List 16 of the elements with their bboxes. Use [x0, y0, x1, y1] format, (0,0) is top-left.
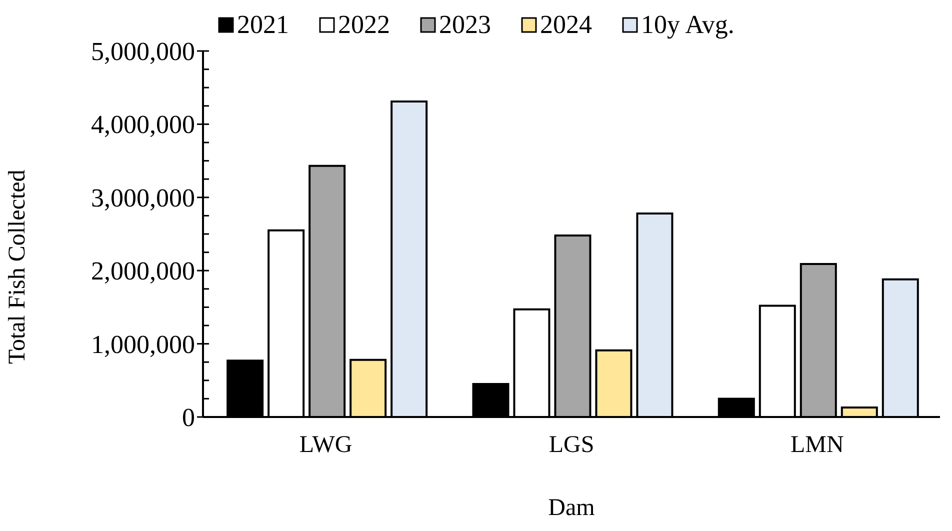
x-tick-label: LWG: [299, 432, 352, 458]
legend-label: 2023: [438, 10, 491, 40]
x-tick-label: LGS: [548, 432, 594, 458]
x-tick-label: LMN: [790, 432, 844, 458]
y-tick-label: 1,000,000: [91, 330, 195, 359]
legend-label: 10y Avg.: [640, 10, 734, 40]
y-tick-label: 3,000,000: [91, 183, 195, 212]
x-axis-title: Dam: [548, 495, 596, 521]
legend-label: 2024: [539, 10, 592, 40]
legend-label: 2022: [337, 10, 390, 40]
legend-label: 2021: [236, 10, 289, 40]
y-tick-label: 0: [182, 403, 195, 432]
y-tick-label: 2,000,000: [91, 256, 195, 286]
y-tick-label: 4,000,000: [91, 110, 195, 140]
y-tick-label: 5,000,000: [91, 37, 195, 66]
y-axis-title: Total Fish Collected: [4, 170, 31, 364]
